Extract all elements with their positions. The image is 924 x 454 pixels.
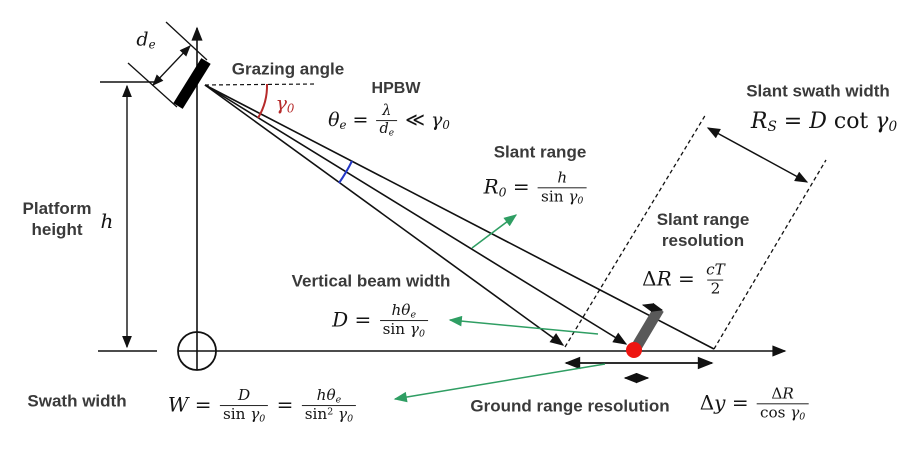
- slant-swath-far-dashed-line: [713, 159, 827, 350]
- slant-range-resolution-label-line1: Slant range: [656, 209, 750, 229]
- hpbw-arc: [338, 160, 353, 184]
- slant-range-resolution-label: Slant range resolution: [657, 209, 750, 252]
- antenna-aperture-formula: de: [136, 28, 156, 52]
- slant-swath-width-label: Slant swath width: [746, 81, 890, 101]
- platform-height-label: Platform height: [23, 198, 92, 241]
- ground-point-dot: [626, 342, 642, 358]
- ground-range-resolution-label: Ground range resolution: [470, 396, 670, 416]
- beam-near-edge-ray: [204, 84, 565, 346]
- hpbw-label: HPBW: [371, 80, 421, 97]
- swath-width-leader-arrow: [393, 363, 606, 403]
- slant-range-leader-arrow: [471, 214, 518, 249]
- horizontal-dashed-line: [204, 83, 317, 86]
- ground-resolution-formula: Δy = ΔR cos γ0: [700, 384, 811, 423]
- slant-resolution-formula: ΔR = cT 2: [642, 260, 725, 298]
- slant-range-label: Slant range: [493, 142, 587, 162]
- hpbw-formula: θe = λ de ≪ γ0: [328, 103, 450, 139]
- vertical-beam-formula: D = hθe sin γ0: [332, 301, 430, 340]
- grazing-angle-arc: [257, 83, 269, 119]
- beam-center-ray: [204, 84, 628, 345]
- beam-far-edge-ray: [204, 84, 715, 350]
- swath-width-label: Swath width: [27, 391, 127, 411]
- slant-swath-formula: RS = D cot γ0: [750, 108, 898, 136]
- platform-height-label-line2: height: [31, 220, 83, 239]
- vertical-beam-leader-arrow: [448, 315, 599, 335]
- slant-swath-measure-arrow: [706, 127, 809, 183]
- antenna-bar: [173, 58, 211, 109]
- slant-range-resolution-label-line2: resolution: [661, 231, 745, 250]
- grazing-angle-label: Grazing angle: [231, 59, 345, 79]
- platform-height-label-line1: Platform: [22, 198, 92, 218]
- slant-range-formula: R0 = h sin γ0: [484, 168, 589, 207]
- aperture-guide-lower: [127, 62, 178, 108]
- vertical-beam-width-label: Vertical beam width: [291, 271, 451, 291]
- slant-swath-near-dashed-line: [564, 113, 707, 348]
- aperture-guide-upper: [165, 21, 208, 61]
- height-formula: h: [100, 209, 114, 233]
- grazing-gamma-formula: γ0: [275, 92, 295, 116]
- slant-resolution-measure-arrow: [641, 302, 664, 313]
- resolution-cell-bar: [632, 306, 664, 349]
- aperture-measure-arrow: [152, 45, 191, 86]
